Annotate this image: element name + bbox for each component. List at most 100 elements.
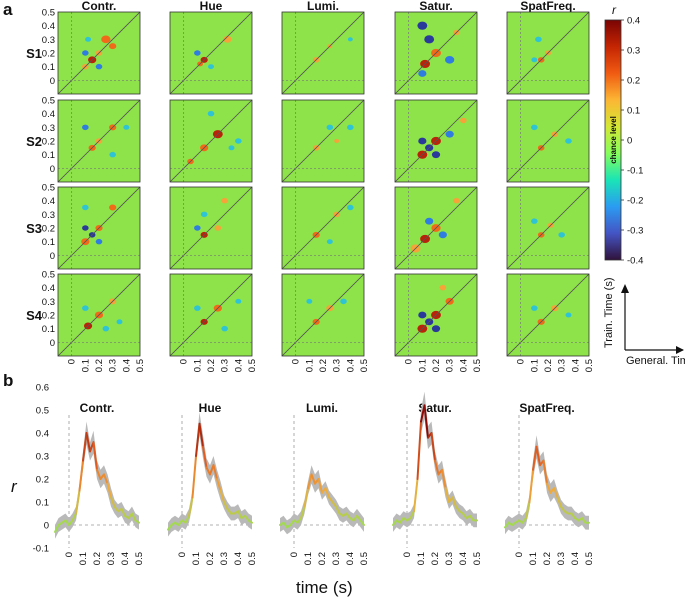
panel-a-label: a [3,0,13,19]
timecourse-title: SpatFreq. [519,401,574,415]
matrix-frame [57,186,141,270]
matrix-blob [306,298,313,304]
matrix-blob [82,124,89,131]
matrix-y-tick: 0.1 [42,324,55,335]
matrix-blob [418,137,427,145]
matrix-x-tick: 0.3 [557,359,568,372]
timecourse-x-tick: 0.3 [331,552,342,565]
timecourse-x-tick: 0.1 [191,552,202,565]
matrix-blob [116,319,123,325]
timecourse-line-segment [441,468,447,490]
matrix-blob [123,124,130,130]
matrix-blob [531,57,538,63]
timecourse-line-segment [54,524,60,533]
timecourse-line-segment [82,432,88,462]
matrix-y-tick: 0.3 [42,297,55,308]
matrix-y-tick: 0.2 [42,137,55,148]
matrix-x-tick: 0.1 [529,359,540,372]
matrix-blob [223,35,232,43]
matrix-row-label: S4 [26,308,43,323]
timecourse-ylabel: r [11,477,18,496]
matrix-blob [326,239,333,245]
timecourse-line-segment [528,468,534,503]
matrix-cell [282,274,364,356]
matrix-blob [418,70,427,77]
matrix-frame [169,186,253,270]
matrix-y-tick: 0.1 [42,150,55,161]
matrix-y-tick: 0.1 [42,237,55,248]
timecourse-line-segment [184,514,190,524]
timecourse-x-tick: 0 [402,552,413,557]
matrix-x-tick: 0.4 [458,359,469,372]
matrix-x-tick: 0.4 [570,359,581,372]
matrix-column-title: Lumi. [307,0,339,13]
matrix-y-tick: 0.3 [42,210,55,221]
timecourse-x-tick: 0.2 [317,552,328,565]
matrix-y-tick: 0.2 [42,49,55,60]
matrix-blob [424,35,435,44]
matrix-blob [334,138,340,144]
colorbar-tick-label: 0.3 [627,46,640,57]
matrix-x-tick: 0 [291,359,302,364]
matrix-x-tick: 0.1 [417,359,428,372]
matrix-frame [506,99,590,183]
matrix-blob [431,325,441,333]
timecourse-line-segment [188,496,194,517]
matrix-cell [58,274,140,356]
matrix-blob [565,312,572,318]
matrix-blob [531,218,538,224]
timecourse-x-tick: 0.5 [247,552,258,565]
matrix-blob [535,36,542,43]
matrix-frame [57,273,141,357]
timecourse-x-tick: 0.1 [416,552,427,565]
matrix-blob [417,21,428,30]
timecourse-title: Satur. [418,401,451,415]
matrix-blob [347,37,353,42]
matrix-blob [208,64,214,70]
timecourse-x-tick: 0.4 [233,552,244,565]
timecourse-line-segment [300,505,306,520]
matrix-frame [169,11,253,95]
matrix-blob [95,238,103,245]
timecourse-x-tick: 0.1 [78,552,89,565]
timecourse-line-segment [198,422,204,448]
matrix-y-tick: 0.2 [42,224,55,235]
matrix-blob [235,298,242,304]
timecourse-line-segment [195,422,201,457]
timecourse-line-segment [71,512,77,522]
matrix-cell [507,274,589,356]
timecourse-line-segment [212,464,218,480]
matrix-y-tick: 0.4 [42,196,55,207]
colorbar-tick-label: -0.4 [627,256,643,267]
matrix-blob [214,225,222,231]
timecourse-line-segment [216,478,222,492]
matrix-y-tick: 0 [50,164,55,175]
generalization-matrices: Contr. Hue Lumi. Satur. SpatFreq. S1 S2 S3 S4 0.5… [26,0,595,372]
matrix-frame [281,99,365,183]
timecourse-line-segment [247,519,253,524]
timecourse-line-segment [85,432,91,453]
timecourse-line-segment [535,445,541,467]
matrix-blob [109,204,117,211]
matrix-frame [394,273,478,357]
timecourse-y-tick: 0.3 [36,452,49,463]
timecourse-line-segment [307,473,313,490]
colorbar-tick-label: -0.1 [627,166,643,177]
matrix-column-title: Satur. [419,0,452,13]
timecourse-x-tick: 0.4 [345,552,356,565]
timecourse-x-tick: 0.2 [92,552,103,565]
matrix-cell [58,187,140,269]
timecourse-line-segment [96,468,102,480]
matrix-column-title: SpatFreq. [520,0,575,13]
timecourse-line-segment [131,512,137,522]
timecourse-x-tick: 0.4 [570,552,581,565]
matrix-blob [102,325,110,332]
matrix-cell [507,12,589,94]
timecourse-line-segment [120,507,126,517]
timecourse-y-tick: 0.5 [36,406,49,417]
matrix-y-tick: 0.5 [42,96,55,107]
matrix-x-tick: 0.2 [94,359,105,372]
matrix-y-tick: 0.5 [42,8,55,19]
matrix-blob [347,124,354,131]
